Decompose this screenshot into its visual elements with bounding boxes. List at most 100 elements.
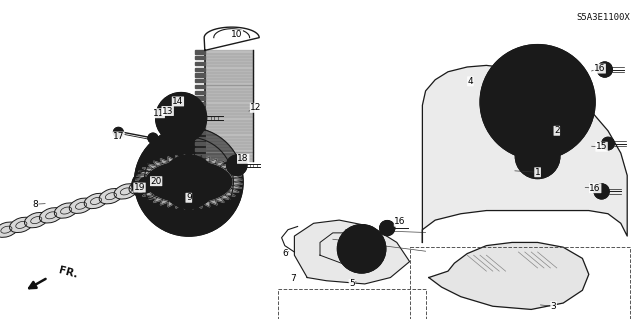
Circle shape	[480, 44, 595, 160]
Ellipse shape	[99, 189, 123, 204]
Polygon shape	[205, 82, 253, 85]
Polygon shape	[205, 149, 253, 152]
Polygon shape	[189, 155, 196, 160]
Polygon shape	[134, 178, 145, 182]
Text: 16: 16	[394, 217, 406, 226]
Circle shape	[227, 155, 247, 175]
Text: 8: 8	[33, 200, 38, 209]
Polygon shape	[205, 146, 253, 148]
Polygon shape	[195, 50, 205, 54]
Polygon shape	[205, 105, 253, 107]
Polygon shape	[205, 79, 253, 81]
Polygon shape	[205, 159, 253, 161]
Text: 16: 16	[589, 184, 601, 193]
Circle shape	[602, 137, 614, 150]
Ellipse shape	[40, 208, 63, 223]
Polygon shape	[143, 192, 153, 196]
Polygon shape	[143, 168, 153, 172]
Polygon shape	[205, 54, 253, 56]
Text: 9: 9	[186, 193, 191, 202]
Text: 3: 3	[551, 302, 556, 311]
Polygon shape	[196, 203, 203, 208]
Polygon shape	[205, 66, 253, 69]
Ellipse shape	[129, 179, 152, 194]
Text: 5: 5	[349, 279, 355, 288]
Polygon shape	[205, 156, 253, 158]
Circle shape	[171, 164, 207, 200]
Polygon shape	[195, 68, 205, 71]
Polygon shape	[220, 164, 230, 169]
Circle shape	[515, 134, 560, 179]
Text: 13: 13	[162, 107, 173, 115]
Circle shape	[597, 62, 612, 77]
Polygon shape	[205, 98, 253, 100]
Polygon shape	[429, 242, 589, 309]
Polygon shape	[205, 124, 253, 126]
Text: 20: 20	[150, 177, 162, 186]
Text: 12: 12	[250, 103, 262, 112]
Circle shape	[161, 118, 170, 127]
Polygon shape	[233, 178, 243, 182]
Polygon shape	[215, 197, 224, 203]
Polygon shape	[189, 204, 196, 209]
Polygon shape	[220, 195, 230, 199]
Circle shape	[148, 133, 158, 143]
Bar	[410, 247, 630, 319]
Polygon shape	[195, 125, 205, 128]
Text: 10: 10	[231, 30, 243, 39]
Polygon shape	[175, 203, 182, 208]
Polygon shape	[136, 175, 147, 178]
Polygon shape	[205, 95, 253, 97]
Ellipse shape	[10, 217, 33, 233]
Polygon shape	[203, 202, 210, 207]
Polygon shape	[195, 148, 205, 151]
Polygon shape	[205, 50, 253, 53]
Polygon shape	[134, 182, 145, 185]
Polygon shape	[195, 102, 205, 105]
Circle shape	[156, 93, 207, 144]
Text: 18: 18	[237, 154, 249, 163]
Polygon shape	[195, 131, 205, 134]
Circle shape	[138, 177, 154, 193]
Polygon shape	[205, 92, 253, 94]
Polygon shape	[205, 57, 253, 59]
Polygon shape	[205, 121, 253, 123]
Polygon shape	[205, 89, 253, 91]
Circle shape	[113, 127, 124, 137]
Polygon shape	[195, 79, 205, 82]
Polygon shape	[422, 65, 627, 242]
Polygon shape	[209, 200, 217, 205]
Polygon shape	[205, 111, 253, 113]
Circle shape	[380, 220, 395, 236]
Polygon shape	[205, 137, 253, 139]
Circle shape	[496, 61, 579, 144]
Polygon shape	[205, 101, 253, 104]
Bar	[278, 289, 426, 319]
Polygon shape	[195, 96, 205, 100]
Polygon shape	[215, 161, 224, 166]
Polygon shape	[195, 160, 205, 163]
Polygon shape	[205, 70, 253, 72]
Polygon shape	[168, 157, 175, 162]
Polygon shape	[233, 182, 243, 185]
Text: 7: 7	[291, 274, 296, 283]
Polygon shape	[196, 155, 203, 161]
Polygon shape	[205, 73, 253, 75]
Polygon shape	[195, 108, 205, 111]
Polygon shape	[138, 171, 149, 175]
Text: S5A3E1100X: S5A3E1100X	[577, 13, 630, 22]
Polygon shape	[205, 76, 253, 78]
Polygon shape	[195, 119, 205, 122]
Circle shape	[134, 127, 243, 236]
Polygon shape	[182, 204, 189, 209]
Text: 1: 1	[535, 168, 540, 177]
Polygon shape	[231, 185, 242, 189]
Text: 15: 15	[596, 142, 607, 151]
Ellipse shape	[24, 212, 48, 228]
Polygon shape	[182, 155, 189, 160]
Polygon shape	[154, 197, 163, 203]
Ellipse shape	[54, 203, 78, 218]
Polygon shape	[205, 60, 253, 62]
Circle shape	[170, 107, 193, 130]
Polygon shape	[161, 159, 168, 164]
